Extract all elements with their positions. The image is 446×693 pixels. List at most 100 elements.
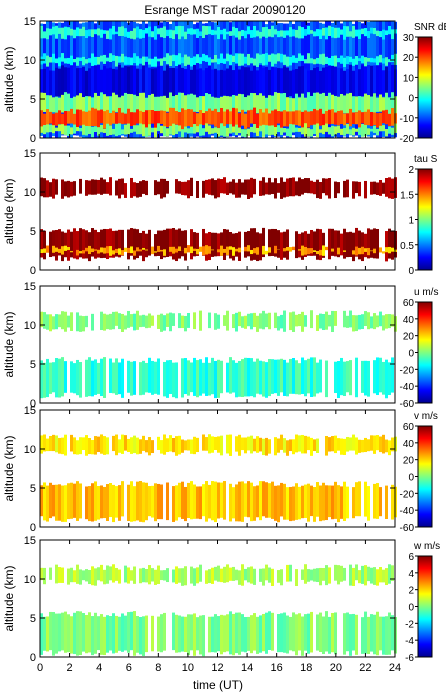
heatmap-cell <box>382 97 385 117</box>
heatmap-cell <box>79 128 82 132</box>
heatmap-cell <box>100 311 103 331</box>
heatmap-cell <box>184 566 187 586</box>
heatmap-cell <box>97 127 100 136</box>
heatmap-cell <box>244 129 247 138</box>
heatmap-cell <box>100 247 103 253</box>
heatmap-cell <box>61 567 64 583</box>
heatmap-cell <box>358 29 361 39</box>
heatmap-cell <box>76 231 79 260</box>
y-axis-label: altitude (km) <box>2 178 16 244</box>
heatmap-cell <box>163 110 166 129</box>
heatmap-cell <box>244 246 247 252</box>
heatmap-cell <box>52 484 55 517</box>
heatmap-cell <box>322 27 325 36</box>
heatmap-cell <box>88 180 91 195</box>
heatmap-cell <box>277 230 280 258</box>
heatmap-cell <box>277 316 280 331</box>
heatmap-cell <box>103 616 106 656</box>
heatmap-cell <box>373 65 376 102</box>
heatmap-cell <box>79 109 82 126</box>
heatmap-cell <box>295 569 298 587</box>
heatmap-cell <box>379 94 382 112</box>
colorbar-tick-label: 20 <box>403 332 415 343</box>
heatmap-cell <box>73 113 76 127</box>
heatmap-cell <box>121 358 124 398</box>
heatmap-cell <box>307 92 310 114</box>
heatmap-cell <box>229 96 232 115</box>
heatmap-cell <box>343 567 346 581</box>
heatmap-cell <box>145 440 148 453</box>
heatmap-cell <box>280 314 283 329</box>
heatmap-cell <box>67 57 70 64</box>
heatmap-cell <box>334 95 337 116</box>
heatmap-cell <box>67 315 70 328</box>
heatmap-cell <box>301 55 304 62</box>
heatmap-cell <box>118 97 121 114</box>
heatmap-cell <box>202 228 205 256</box>
heatmap-cell <box>238 481 241 522</box>
heatmap-cell <box>145 615 148 653</box>
heatmap-cell <box>64 245 67 251</box>
heatmap-cell <box>130 57 133 67</box>
heatmap-cell <box>64 181 67 197</box>
heatmap-cell <box>292 177 295 197</box>
heatmap-cell <box>130 361 133 396</box>
heatmap-cell <box>70 108 73 124</box>
heatmap-cell <box>115 486 118 518</box>
heatmap-cell <box>340 93 343 117</box>
heatmap-cell <box>364 57 367 67</box>
heatmap-cell <box>112 484 115 523</box>
heatmap-cell <box>121 178 124 195</box>
heatmap-cell <box>271 612 274 651</box>
heatmap-cell <box>43 230 46 260</box>
heatmap-cell <box>301 616 304 656</box>
heatmap-cell <box>64 110 67 126</box>
heatmap-cell <box>304 110 307 126</box>
heatmap-cell <box>373 360 376 394</box>
heatmap-cell <box>364 311 367 327</box>
heatmap-cell <box>385 67 388 100</box>
heatmap-cell <box>328 25 331 36</box>
heatmap-cell <box>145 482 148 521</box>
heatmap-cell <box>382 29 385 40</box>
heatmap-cell <box>334 27 337 39</box>
heatmap-cell <box>361 360 364 393</box>
heatmap-cell <box>211 178 214 196</box>
heatmap-cell <box>316 123 319 138</box>
heatmap-cell <box>55 613 58 654</box>
heatmap-cell <box>217 97 220 118</box>
heatmap-cell <box>268 312 271 330</box>
heatmap-cell <box>265 53 268 65</box>
heatmap-cell <box>61 27 64 39</box>
heatmap-cell <box>199 615 202 655</box>
heatmap-cell <box>100 177 103 195</box>
heatmap-cell <box>280 177 283 199</box>
heatmap-cell <box>91 360 94 397</box>
heatmap-cell <box>325 360 328 398</box>
heatmap-cell <box>337 110 340 126</box>
heatmap-cell <box>187 245 190 253</box>
heatmap-cell <box>43 92 46 112</box>
heatmap-cell <box>193 124 196 134</box>
heatmap-cell <box>190 229 193 260</box>
heatmap-cell <box>331 228 334 256</box>
heatmap-cell <box>115 94 118 113</box>
heatmap-cell <box>316 92 319 118</box>
heatmap-cell <box>334 181 337 199</box>
heatmap-cell <box>358 314 361 330</box>
heatmap-cell <box>331 109 334 124</box>
heatmap-cell <box>196 248 199 255</box>
heatmap-cell <box>124 124 127 135</box>
heatmap-cell <box>253 568 256 585</box>
heatmap-cell <box>130 314 133 327</box>
heatmap-cell <box>379 125 382 132</box>
heatmap-cell <box>85 486 88 520</box>
heatmap-cell <box>148 124 151 136</box>
heatmap-cell <box>355 68 358 101</box>
heatmap-cell <box>220 179 223 194</box>
heatmap-cell <box>334 564 337 581</box>
heatmap-cell <box>88 245 91 255</box>
heatmap-cell <box>346 232 349 258</box>
heatmap-cell <box>43 362 46 398</box>
